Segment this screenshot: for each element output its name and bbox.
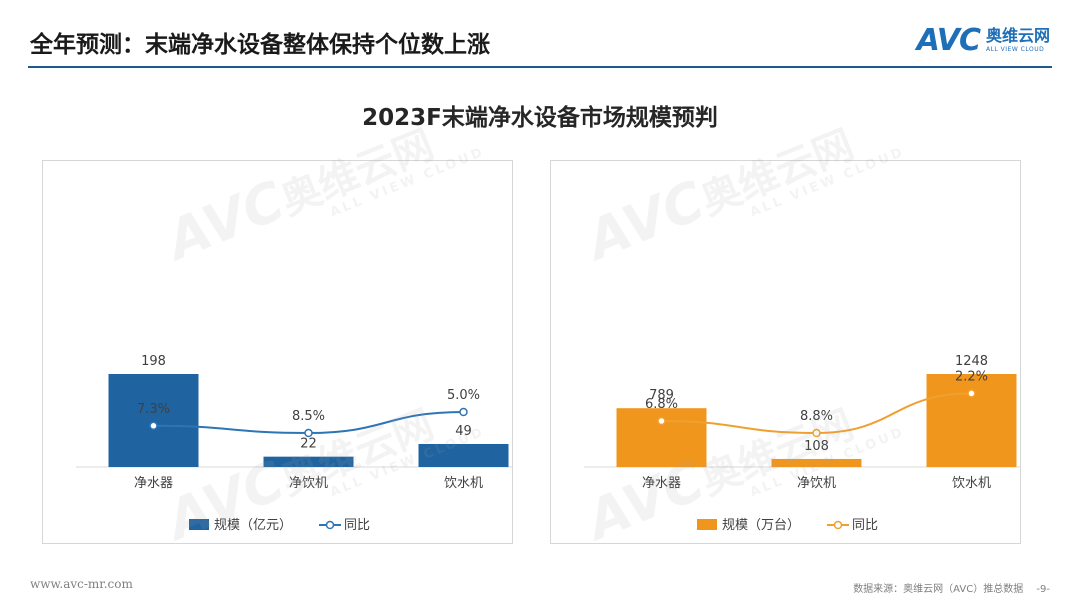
category-tick-label: 净水器	[642, 476, 681, 491]
category-tick-label: 净饮机	[797, 476, 836, 491]
bar	[418, 443, 509, 467]
bar	[263, 456, 354, 467]
yoy-value-label: 2.2%	[955, 369, 988, 384]
footer-source-text: 数据来源：奥维云网（AVC）推总数据	[853, 584, 1024, 595]
bar-value-label: 22	[300, 437, 317, 452]
yoy-value-label: 8.8%	[800, 409, 833, 424]
legend-swatch-marker	[833, 520, 843, 530]
footer-source: 数据来源：奥维云网（AVC）推总数据 -9-	[853, 580, 1050, 595]
brand-logo: AVC 奥维云网 ALL VIEW CLOUD	[917, 22, 1050, 58]
yoy-point	[304, 428, 313, 438]
yoy-value-label: 8.5%	[292, 409, 325, 424]
bar-value-label: 49	[455, 424, 472, 439]
legend-swatch-bar	[697, 519, 717, 530]
category-tick-label: 净饮机	[289, 476, 328, 491]
yoy-value-label: 6.8%	[645, 397, 678, 412]
yoy-point	[967, 389, 976, 398]
legend-swatch-bar	[189, 519, 209, 530]
page-number: -9-	[1036, 584, 1050, 595]
yoy-value-label: 7.3%	[137, 402, 170, 417]
chart-panel-value: 198 净水器 22 净饮机 49 饮水机 7.3% 8.5% 5.0% 规模（亿元） 同比	[42, 160, 513, 544]
category-tick-label: 饮水机	[444, 476, 483, 491]
logo-en: ALL VIEW CLOUD	[985, 45, 1045, 53]
legend-label-bar: 规模（万台）	[722, 518, 800, 533]
header-divider	[28, 66, 1052, 68]
category-tick-label: 净水器	[134, 476, 173, 491]
legend: 规模（亿元） 同比	[189, 518, 370, 533]
yoy-point	[149, 421, 158, 431]
yoy-point	[459, 407, 468, 417]
footer-website: www.avc-mr.com	[30, 577, 133, 591]
legend-label-bar: 规模（亿元）	[214, 518, 292, 533]
logo-mark: AVC	[916, 22, 981, 58]
legend-label-line: 同比	[852, 518, 878, 533]
legend-swatch-marker	[325, 520, 335, 530]
yoy-point	[812, 428, 821, 438]
bar	[926, 374, 1017, 467]
yoy-point	[657, 416, 666, 426]
logo-text: 奥维云网 ALL VIEW CLOUD	[985, 25, 1050, 53]
bar-value-label: 108	[804, 439, 829, 454]
page-title: 全年预测：末端净水设备整体保持个位数上涨	[30, 32, 490, 58]
bar	[108, 374, 199, 467]
yoy-value-label: 5.0%	[447, 388, 480, 403]
chart-panel-volume: 789 净水器 108 净饮机 1248 饮水机 6.8% 8.8% 2.2% 规模（万台） 同比	[550, 160, 1021, 544]
chart-svg-value: 198 净水器 22 净饮机 49 饮水机 7.3% 8.5% 5.0% 规模（亿元） 同比	[76, 354, 512, 533]
logo-cn: 奥维云网	[985, 25, 1050, 45]
bar-value-label: 198	[141, 354, 166, 369]
bar-value-label: 789	[649, 388, 674, 403]
legend-label-line: 同比	[344, 518, 370, 533]
chart-main-title: 2023F末端净水设备市场规模预判	[362, 105, 718, 131]
bar	[771, 458, 862, 467]
legend: 规模（万台） 同比	[697, 518, 878, 533]
chart-svg-volume: 789 净水器 108 净饮机 1248 饮水机 6.8% 8.8% 2.2% 规模（万台） 同比	[584, 354, 1020, 533]
category-tick-label: 饮水机	[952, 476, 991, 491]
bar-value-label: 1248	[955, 354, 988, 369]
